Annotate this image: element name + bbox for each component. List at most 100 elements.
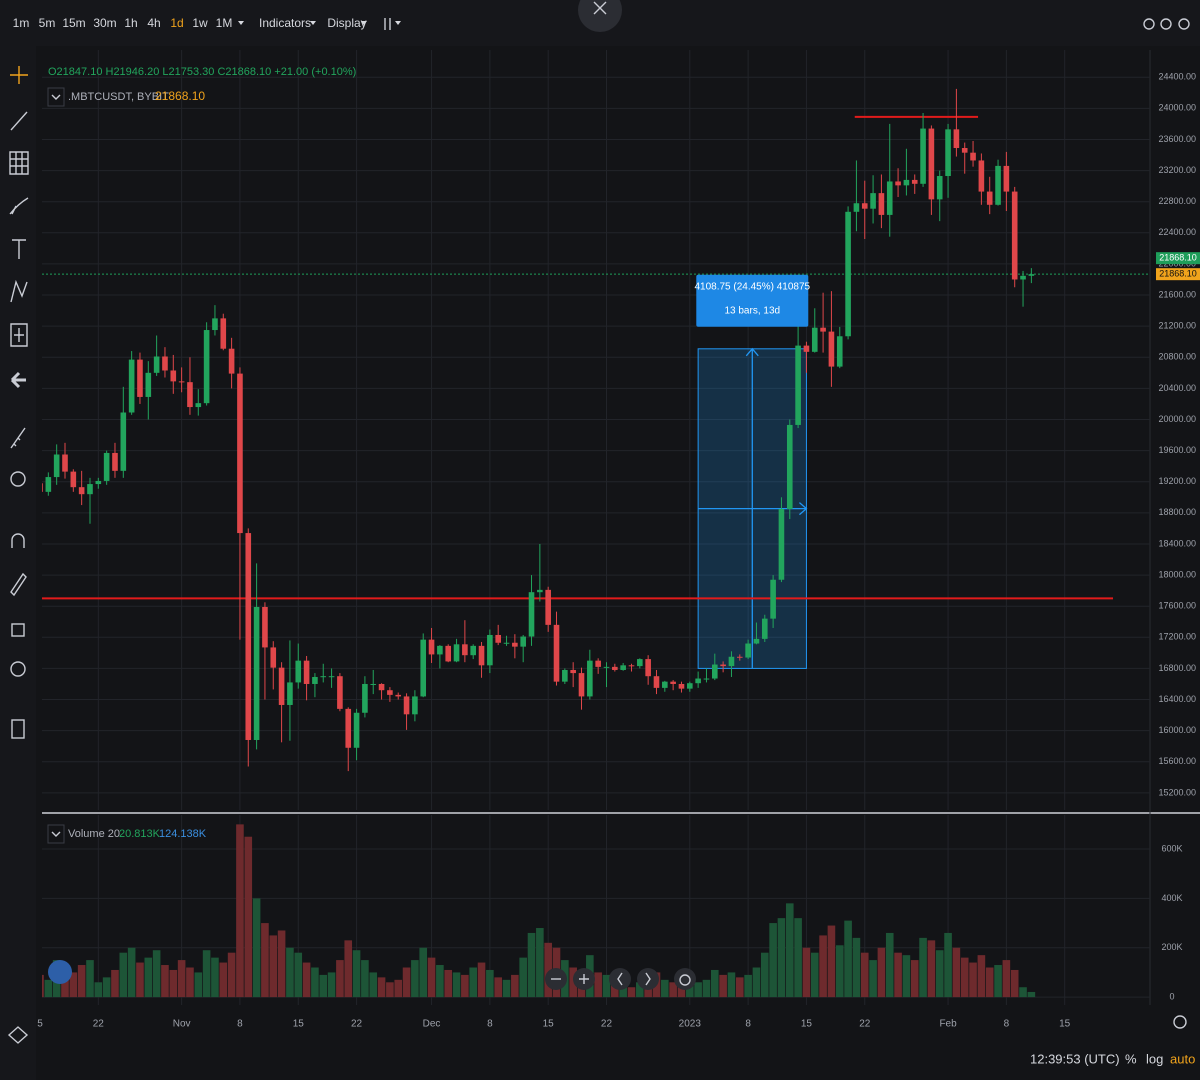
layers-tool[interactable]: [7, 1026, 29, 1044]
x-tick-label: 8: [487, 1019, 493, 1030]
volume-bar: [311, 967, 319, 998]
volume-bar: [985, 967, 994, 998]
interval-button[interactable]: 1m: [13, 16, 30, 30]
volume-toggle[interactable]: [47, 824, 65, 844]
visibility-tool[interactable]: [10, 661, 26, 677]
volume-bar: [744, 974, 752, 998]
line-tool[interactable]: [10, 111, 28, 131]
left-toolbar: [0, 46, 36, 1080]
candle-body: [103, 452, 110, 481]
y-tick-label: 16000.00: [1158, 725, 1196, 735]
reset[interactable]: [674, 968, 696, 990]
price-tag-label: 21868.10: [1159, 253, 1197, 263]
log-toggle[interactable]: log: [1146, 1051, 1163, 1066]
auto-toggle[interactable]: auto: [1170, 1051, 1195, 1066]
symbol-toggle[interactable]: [47, 87, 65, 107]
close-button[interactable]: [578, 0, 622, 32]
scroll-right[interactable]: [637, 968, 659, 990]
volume-bar: [769, 923, 777, 998]
volume-bar: [819, 935, 827, 998]
candle-body: [628, 665, 635, 667]
volume-bar: [42, 974, 44, 998]
zoom-tool[interactable]: [10, 471, 26, 487]
candle-body: [695, 678, 701, 684]
volume-bar: [1019, 987, 1027, 998]
volume-bar: [702, 979, 711, 998]
candle-body: [928, 128, 935, 200]
candle-body: [1020, 275, 1026, 280]
candle-body: [745, 643, 751, 658]
x-tick-label: 8: [1004, 1019, 1010, 1030]
candle-body: [995, 165, 1001, 205]
candle-body: [295, 660, 302, 683]
volume-bar: [411, 960, 419, 998]
camera-icon[interactable]: [1143, 18, 1155, 30]
ruler-tool[interactable]: [10, 427, 26, 449]
interval-button[interactable]: 1w: [192, 16, 208, 30]
interval-button[interactable]: 1d: [170, 16, 183, 30]
fullscreen-icon[interactable]: [1178, 18, 1190, 30]
candle-body: [953, 129, 960, 149]
axis-settings[interactable]: [1173, 1015, 1187, 1029]
volume-bar: [727, 972, 736, 998]
candle-body: [786, 424, 793, 509]
candle-body: [245, 533, 252, 740]
volume-bar: [952, 947, 961, 998]
volume-bar: [144, 957, 153, 998]
candle-body: [836, 336, 843, 367]
y-tick-label: 23600.00: [1158, 134, 1196, 144]
interval-button[interactable]: 1M: [216, 16, 233, 30]
candle-body: [395, 694, 402, 697]
percent-toggle[interactable]: %: [1125, 1051, 1137, 1066]
symbol: .MBTCUSDT, BYBIT: [68, 91, 169, 103]
candle-body: [403, 696, 410, 715]
projection-tool[interactable]: [10, 323, 28, 347]
volume-tick-label: 0: [1169, 991, 1174, 1001]
lock-tool[interactable]: [11, 623, 25, 637]
candle-body: [528, 592, 535, 637]
back-tool[interactable]: [10, 371, 26, 389]
chevron: [51, 94, 61, 100]
fib-tool[interactable]: [9, 151, 29, 175]
interval-button[interactable]: 5m: [39, 16, 56, 30]
scroll-left[interactable]: [609, 968, 631, 990]
interval-button[interactable]: 15m: [62, 16, 85, 30]
interval-button[interactable]: 30m: [93, 16, 116, 30]
candle-body: [811, 327, 818, 352]
volume-bar: [136, 962, 144, 998]
magnet-tool[interactable]: [11, 533, 25, 548]
interval-button[interactable]: 4h: [147, 16, 160, 30]
candle-body: [828, 331, 835, 367]
volume-bar: [927, 940, 936, 998]
x-tick-label: 22: [93, 1019, 105, 1030]
volume-bar: [219, 962, 228, 998]
pattern-tool[interactable]: [10, 279, 28, 303]
volume-value: 20.813K: [119, 828, 161, 840]
candle-body: [503, 642, 510, 644]
text-tool[interactable]: [12, 239, 26, 259]
candle-body: [645, 659, 651, 677]
display-button[interactable]: Display: [327, 16, 366, 30]
chart-type-icon[interactable]: [384, 18, 391, 30]
interval-button[interactable]: 1h: [124, 16, 137, 30]
volume-bar: [494, 977, 502, 998]
trash-tool[interactable]: [11, 719, 25, 739]
candle-body: [1011, 191, 1018, 280]
volume-bar: [327, 972, 336, 998]
y-tick-label: 20400.00: [1158, 383, 1196, 393]
candle-body: [412, 696, 418, 715]
volume-bar: [394, 979, 403, 998]
volume-bar: [777, 918, 786, 998]
crosshair-tool[interactable]: [10, 66, 28, 84]
lock-draw-tool[interactable]: [10, 572, 27, 597]
logo-button[interactable]: [48, 960, 72, 984]
candle-body: [153, 356, 160, 373]
candle-body: [870, 193, 876, 209]
x-tick-label: 8: [745, 1019, 751, 1030]
last-price: 21868.10: [155, 89, 205, 103]
y-tick-label: 15200.00: [1158, 787, 1196, 797]
brush-tool[interactable]: [9, 197, 29, 215]
volume-bar: [269, 935, 278, 998]
settings-icon[interactable]: [1160, 18, 1172, 30]
indicators-button[interactable]: Indicators: [259, 16, 311, 30]
